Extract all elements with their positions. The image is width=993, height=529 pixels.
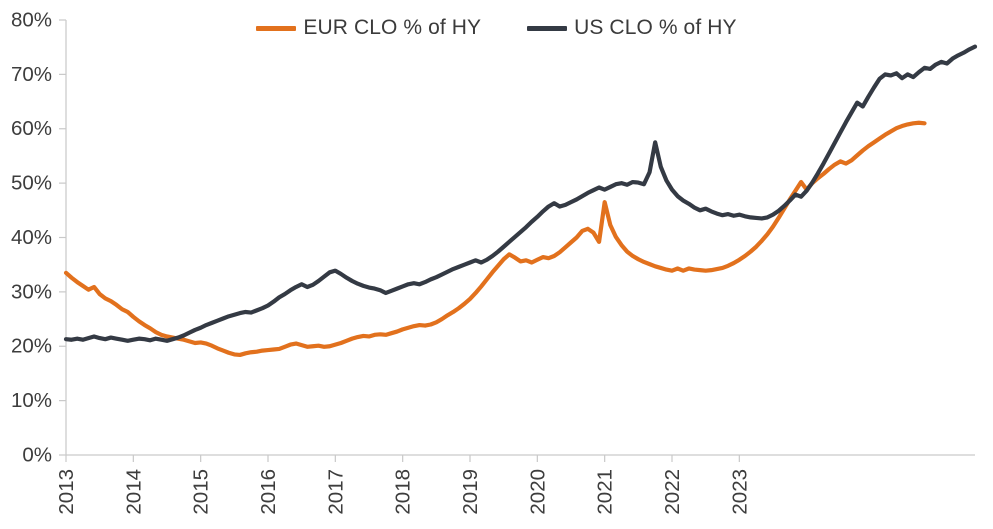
y-axis-tick-label: 50% [11,172,52,195]
x-axis-tick-label: 2019 [459,469,482,515]
y-axis-tick-label: 0% [22,443,52,466]
x-axis-tick-label: 2013 [55,469,78,515]
y-axis-tick-label: 10% [11,389,52,412]
x-axis-tick-label: 2014 [122,469,145,515]
y-axis-tick-label: 20% [11,335,52,358]
y-axis-tick-label: 30% [11,280,52,303]
y-axis-tick-label: 70% [11,63,52,86]
x-axis-tick-label: 2018 [392,469,415,515]
y-axis-tick-label: 80% [11,8,52,31]
x-axis-tick-label: 2015 [190,469,213,515]
x-axis-tick-label: 2017 [324,469,347,515]
y-axis-tick-label: 40% [11,226,52,249]
series-line-eur-clo [63,120,927,358]
x-axis-tick-label: 2016 [257,469,280,515]
x-axis-tick-label: 2021 [594,469,617,515]
y-axis-tick-label: 60% [11,117,52,140]
series-line-us-clo [63,44,978,343]
x-axis-tick-group: 2013 2014 2015 2016 2017 2018 2019 2020 2021 2022… [55,455,751,515]
x-axis-tick-label: 2023 [728,469,751,515]
x-axis-tick-label: 2022 [661,469,684,515]
y-axis-tick-group: 0% 10% 20% 30% 40% 50% 60% 70% 80% [11,8,66,466]
x-axis-tick-label: 2020 [526,469,549,515]
axis-lines [65,20,975,456]
data-series-group [63,44,978,358]
